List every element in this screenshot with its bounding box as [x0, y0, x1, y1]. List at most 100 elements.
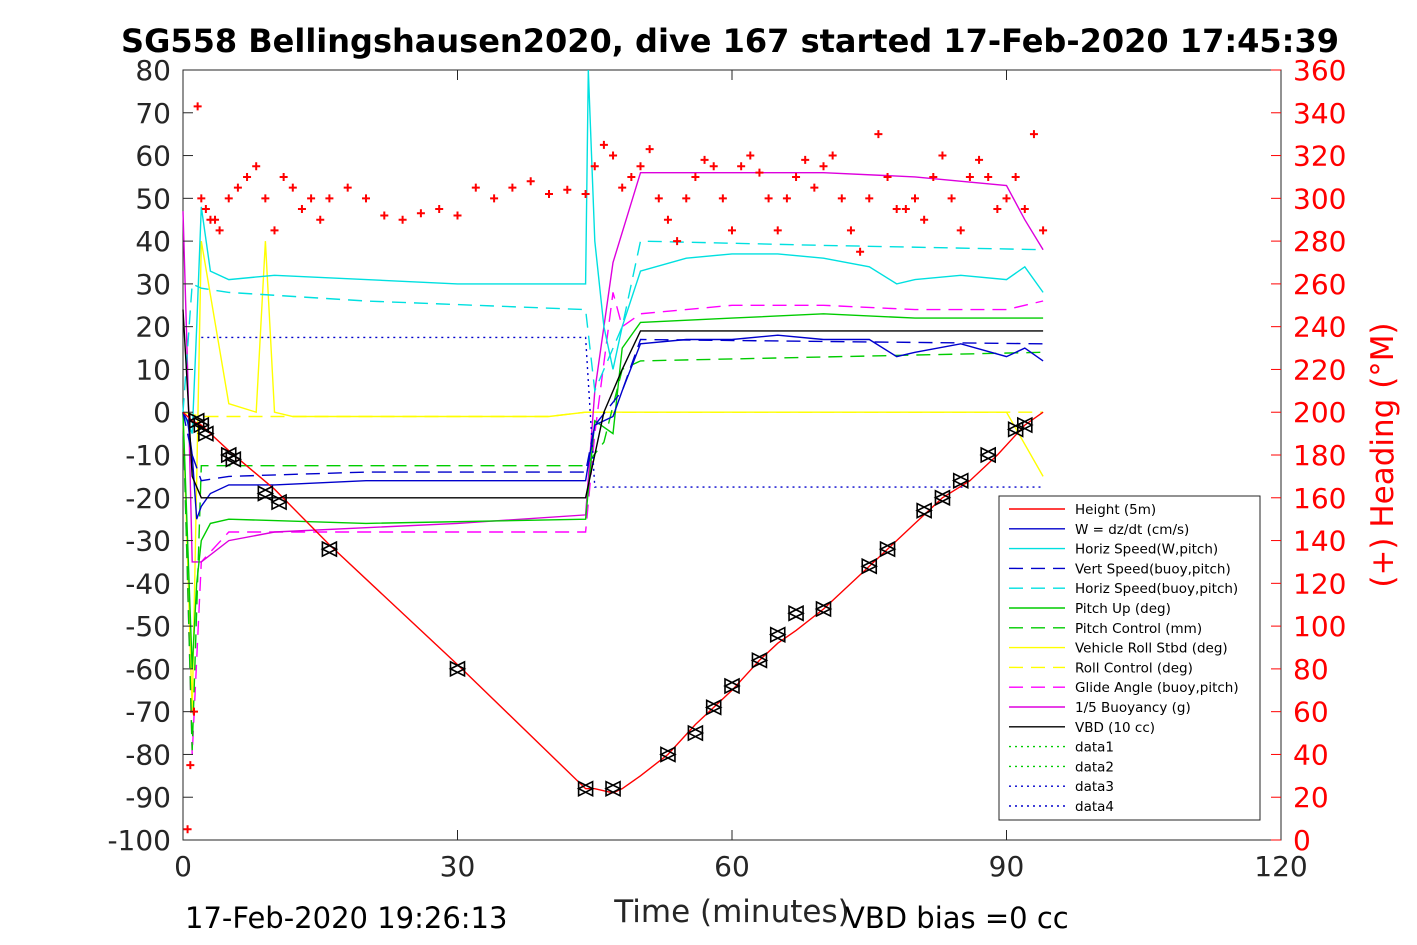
x-tick-label: 30 [440, 850, 476, 883]
y-left-tick-label: -30 [125, 525, 171, 558]
vbd-marker-alt [787, 604, 804, 622]
legend-box [998, 495, 1261, 821]
vbd-marker-alt [915, 502, 932, 519]
heading-point [590, 162, 599, 171]
y-right-tick-label: 100 [1293, 610, 1346, 643]
series-line-3 [182, 338, 1044, 482]
series-line-14 [201, 336, 1044, 488]
heading-point [193, 102, 202, 111]
legend-label: Pitch Up (deg) [1075, 601, 1171, 617]
legend-label: VBD (10 cc) [1075, 720, 1155, 736]
heading-point [636, 162, 645, 171]
y-right-tick-label: 260 [1293, 268, 1346, 301]
series-layer [182, 69, 1044, 794]
vbd-marker-alt [979, 446, 996, 464]
heading-point [846, 226, 855, 235]
y-axis-right-label: (+) Heading (°M) [1365, 322, 1401, 587]
series-line-1 [182, 334, 1044, 520]
vbd-marker-alt [224, 450, 242, 468]
legend-label: Vehicle Roll Stbd (deg) [1075, 641, 1228, 657]
vbd-marker-alt [448, 660, 466, 678]
x-tick-label: 120 [1254, 850, 1307, 883]
y-left-tick-label: -20 [125, 482, 171, 515]
heading-point [1039, 226, 1048, 235]
heading-point [224, 194, 233, 203]
heading-point [892, 205, 901, 214]
legend-label: 1/5 Buoyancy (g) [1075, 700, 1191, 716]
legend-label: W = dz/dt (cm/s) [1075, 522, 1189, 538]
heading-point [526, 177, 535, 186]
heading-point [755, 168, 764, 177]
y-left-tick-label: -10 [125, 439, 171, 472]
heading-point [435, 205, 444, 214]
heading-point [545, 190, 553, 199]
series-line-8 [182, 411, 1044, 418]
heading-point [288, 183, 297, 192]
heading-point [508, 183, 517, 192]
y-left-tick-label: 30 [135, 268, 171, 301]
heading-point [911, 194, 919, 203]
heading-point [819, 162, 828, 171]
heading-point [956, 226, 965, 235]
heading-point [599, 140, 608, 149]
heading-point [316, 215, 325, 224]
vbd-marker-alt [320, 540, 338, 558]
series-line-11 [182, 309, 1044, 499]
y-right-tick-label: 280 [1293, 225, 1346, 258]
vbd-marker-alt [860, 557, 878, 575]
y-left-tick-label: 40 [135, 225, 171, 258]
heading-point [453, 211, 462, 220]
heading-point [792, 172, 801, 181]
heading-point [856, 247, 865, 256]
legend-label: data4 [1075, 799, 1114, 815]
y-left-tick-label: -50 [125, 610, 171, 643]
x-tick-label: 60 [714, 850, 750, 883]
y-left-tick-label: 70 [135, 97, 171, 130]
heading-point [490, 194, 499, 203]
footer-timestamp: 17-Feb-2020 19:26:13 [185, 901, 507, 935]
y-right-tick-label: 40 [1293, 738, 1329, 771]
heading-point [920, 215, 929, 224]
series-line-9 [182, 292, 1044, 755]
y-right-tick-label: 300 [1293, 182, 1346, 215]
heading-point [343, 183, 352, 192]
heading-point [297, 205, 306, 214]
legend-label: data1 [1075, 740, 1114, 756]
heading-point [563, 185, 572, 194]
heading-point [718, 194, 727, 203]
heading-point [865, 194, 874, 203]
legend-items: Height (5m) W = dz/dt (cm/s) Horiz Speed(W… [1009, 502, 1239, 815]
vbd-marker-alt [814, 600, 832, 618]
heading-point [929, 172, 938, 181]
heading-point [737, 162, 746, 171]
vbd-marker-alt [604, 780, 621, 797]
y-left-tick-label: -90 [125, 781, 171, 814]
heading-point [984, 172, 993, 181]
legend-label: Horiz Speed(buoy,pitch) [1075, 581, 1238, 597]
vbd-marker-alt [270, 493, 287, 511]
heading-point [700, 155, 709, 164]
heading-point [416, 209, 425, 218]
vbd-marker-alt [768, 626, 786, 643]
heading-point [764, 194, 773, 203]
legend-label: Vert Speed(buoy,pitch) [1075, 561, 1231, 577]
heading-point [663, 215, 672, 224]
vbd-marker-alt [256, 485, 274, 502]
heading-point [1029, 130, 1038, 139]
y-left-tick-label: 10 [135, 353, 171, 386]
y-left-tick-label: 0 [153, 396, 171, 429]
heading-point [645, 145, 654, 154]
heading-point [325, 194, 334, 203]
series-line-0 [182, 411, 1044, 794]
legend: Height (5m) W = dz/dt (cm/s) Horiz Speed(W… [998, 495, 1261, 821]
heading-point [874, 130, 883, 139]
heading-point [993, 205, 1002, 214]
y-right-tick-label: 220 [1293, 353, 1346, 386]
heading-point [186, 761, 195, 770]
y-right-tick-label: 240 [1293, 311, 1346, 344]
heading-point [270, 226, 279, 235]
heading-point [682, 194, 691, 203]
heading-point [947, 194, 956, 203]
heading-point [673, 237, 682, 246]
